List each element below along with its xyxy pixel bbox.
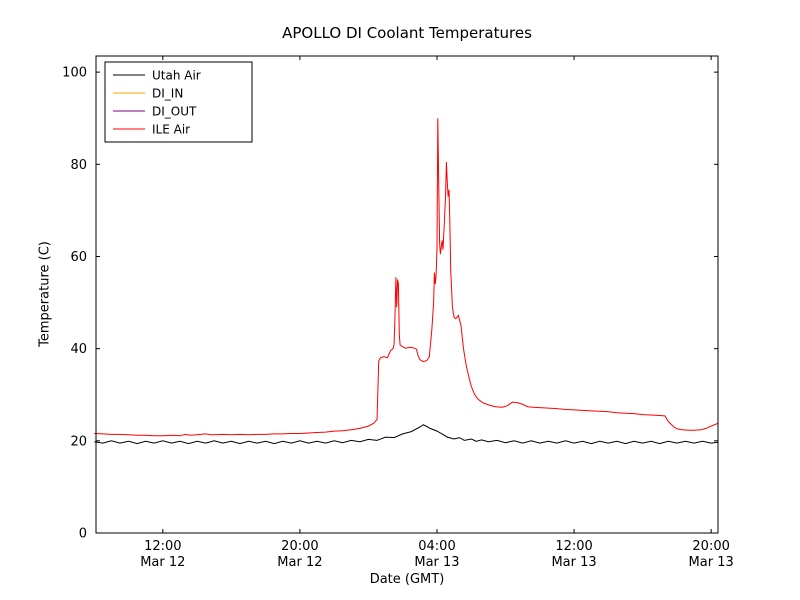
x-tick-date-label: Mar 13 <box>689 555 734 570</box>
y-tick-label: 0 <box>79 527 87 542</box>
x-tick-time-label: 20:00 <box>281 539 318 554</box>
x-tick-date-label: Mar 13 <box>551 555 596 570</box>
x-tick-time-label: 12:00 <box>555 539 592 554</box>
x-tick-date-label: Mar 13 <box>414 555 459 570</box>
y-tick-label: 60 <box>70 250 87 265</box>
y-tick-label: 80 <box>70 158 87 173</box>
y-tick-label: 100 <box>62 66 87 81</box>
series-ile-air <box>94 118 719 437</box>
x-tick-date-label: Mar 12 <box>277 555 322 570</box>
legend-label: ILE Air <box>152 123 190 137</box>
x-tick-time-label: 04:00 <box>418 539 455 554</box>
legend-label: Utah Air <box>152 69 201 83</box>
chart-title: APOLLO DI Coolant Temperatures <box>282 24 532 42</box>
x-tick-time-label: 20:00 <box>692 539 729 554</box>
series-utah-air <box>94 424 719 445</box>
axes-frame <box>95 55 719 534</box>
y-tick-label: 40 <box>70 342 87 357</box>
x-axis-label: Date (GMT) <box>369 572 445 587</box>
x-tick-time-label: 12:00 <box>144 539 181 554</box>
x-tick-date-label: Mar 12 <box>140 555 185 570</box>
y-tick-label: 20 <box>70 434 87 449</box>
legend-label: DI_OUT <box>152 105 197 119</box>
legend-label: DI_IN <box>152 87 183 101</box>
